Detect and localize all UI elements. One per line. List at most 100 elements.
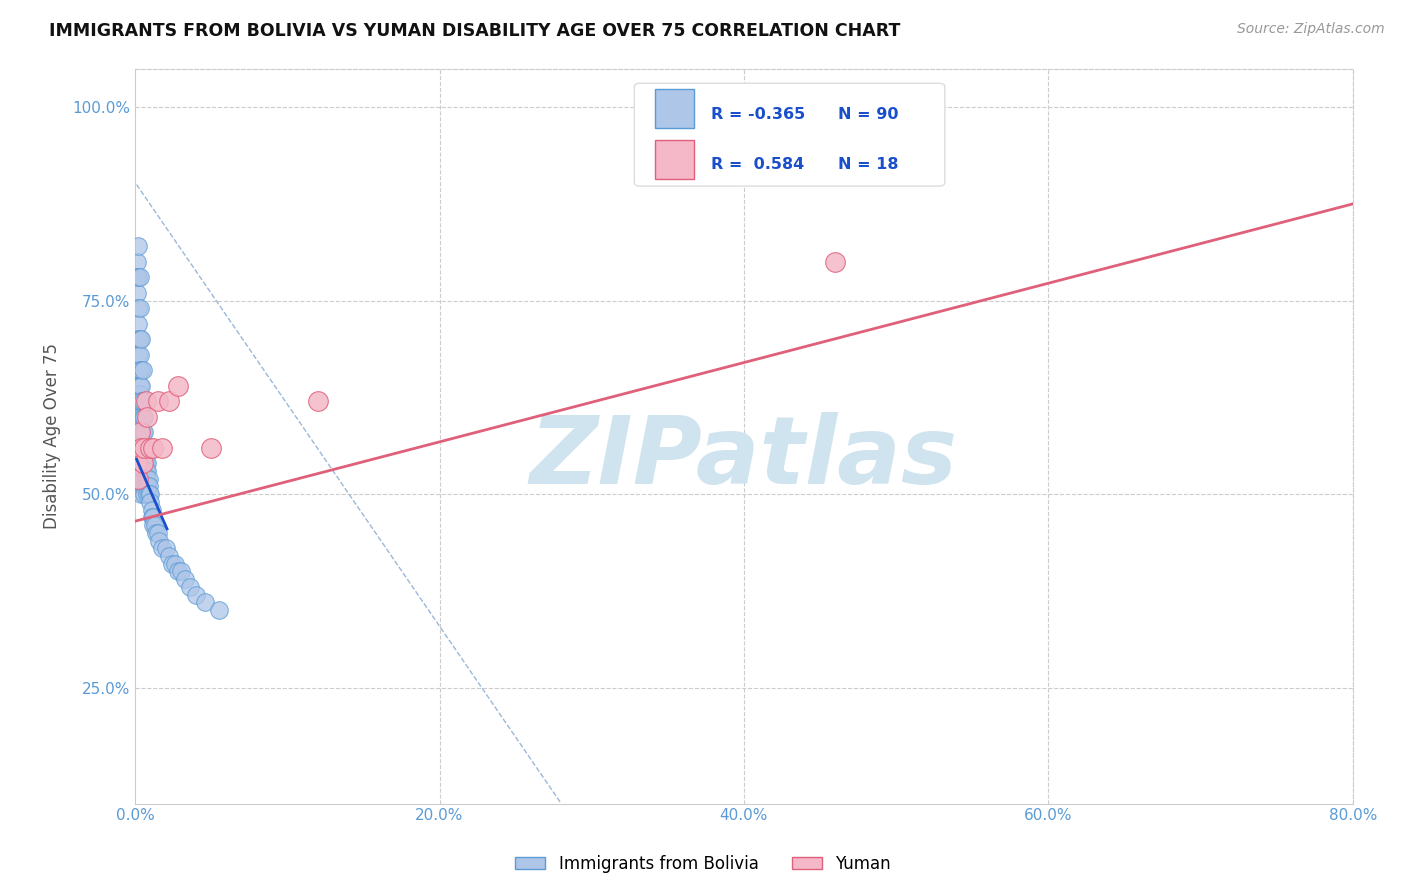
Point (131, 479, 153, 493)
Point (136, 472, 159, 486)
Point (127, 348, 149, 362)
Point (128, 394, 150, 409)
Text: ZIPatlas: ZIPatlas (530, 412, 957, 504)
Point (160, 557, 183, 571)
Point (152, 441, 174, 455)
Point (142, 510, 165, 524)
Point (129, 433, 152, 447)
Point (129, 409, 152, 424)
Point (146, 525, 169, 540)
Point (135, 394, 157, 409)
Point (134, 441, 156, 455)
Point (146, 394, 169, 409)
Point (129, 472, 152, 486)
Point (141, 510, 163, 524)
Point (136, 409, 159, 424)
Point (208, 603, 231, 617)
Point (128, 386, 150, 401)
Point (166, 378, 188, 392)
Point (128, 378, 150, 392)
Point (128, 409, 150, 424)
Point (157, 394, 180, 409)
Point (148, 533, 170, 548)
Point (127, 270, 149, 285)
Point (166, 565, 188, 579)
Point (128, 417, 150, 432)
Point (139, 495, 162, 509)
Text: R =  0.584: R = 0.584 (711, 157, 804, 172)
Point (131, 456, 153, 470)
Point (135, 472, 157, 486)
Point (125, 456, 148, 470)
Text: R = -0.365: R = -0.365 (711, 107, 806, 122)
Point (134, 441, 156, 455)
Legend: Immigrants from Bolivia, Yuman: Immigrants from Bolivia, Yuman (509, 848, 897, 880)
Point (138, 479, 160, 493)
Point (127, 239, 149, 253)
Point (139, 441, 162, 455)
Point (127, 363, 149, 377)
Point (135, 479, 157, 493)
Point (128, 332, 150, 346)
Point (145, 525, 167, 540)
Point (134, 425, 156, 440)
Point (131, 449, 153, 463)
Point (129, 363, 152, 377)
Text: IMMIGRANTS FROM BOLIVIA VS YUMAN DISABILITY AGE OVER 75 CORRELATION CHART: IMMIGRANTS FROM BOLIVIA VS YUMAN DISABIL… (49, 22, 901, 40)
Text: N = 90: N = 90 (838, 107, 898, 122)
Point (131, 425, 153, 440)
Point (135, 441, 157, 455)
Point (135, 464, 157, 478)
Point (141, 502, 163, 516)
Point (136, 464, 159, 478)
Point (131, 441, 153, 455)
Point (127, 301, 149, 316)
FancyBboxPatch shape (655, 140, 695, 178)
Point (138, 487, 160, 501)
Point (129, 425, 152, 440)
Point (142, 518, 165, 533)
Point (138, 472, 160, 486)
Point (134, 456, 156, 470)
Point (129, 441, 152, 455)
Point (200, 441, 222, 455)
Point (128, 348, 150, 362)
Point (128, 363, 150, 377)
Point (307, 394, 329, 409)
Point (143, 518, 166, 533)
Point (128, 425, 150, 440)
Point (142, 441, 165, 455)
Point (131, 363, 153, 377)
Point (184, 588, 207, 602)
Point (194, 595, 217, 609)
Point (125, 255, 148, 269)
Point (125, 270, 148, 285)
Text: Source: ZipAtlas.com: Source: ZipAtlas.com (1237, 22, 1385, 37)
Point (131, 464, 153, 478)
Point (127, 317, 149, 331)
Point (134, 472, 156, 486)
Point (174, 572, 197, 586)
Point (129, 378, 152, 392)
Point (135, 456, 157, 470)
Point (134, 409, 156, 424)
FancyBboxPatch shape (655, 89, 695, 128)
Point (139, 487, 162, 501)
Point (125, 285, 148, 300)
Point (129, 464, 152, 478)
Point (131, 472, 153, 486)
FancyBboxPatch shape (634, 83, 945, 186)
Point (129, 487, 152, 501)
Point (152, 541, 174, 556)
Point (128, 270, 150, 285)
Point (131, 409, 153, 424)
Point (129, 332, 152, 346)
Point (179, 580, 201, 594)
Point (128, 301, 150, 316)
Point (129, 449, 152, 463)
Point (128, 433, 150, 447)
Text: N = 18: N = 18 (838, 157, 898, 172)
Point (134, 487, 156, 501)
Point (155, 541, 177, 556)
Point (702, 123, 724, 137)
